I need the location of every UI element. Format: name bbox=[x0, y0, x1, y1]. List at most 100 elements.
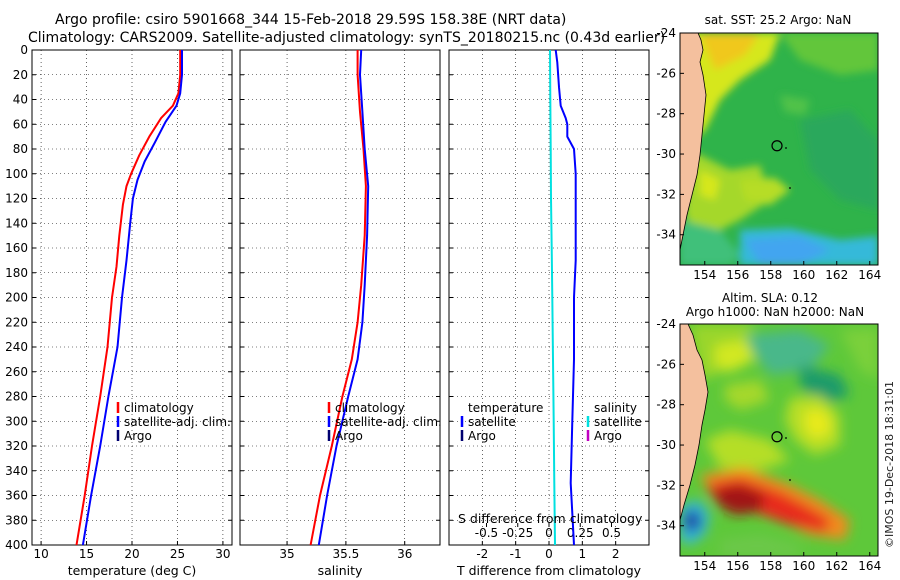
imos-watermark: ©IMOS 19-Dec-2018 18:31:01 bbox=[883, 381, 896, 548]
legend-label-climatology: climatology bbox=[124, 401, 194, 415]
lat-tick-label: -26 bbox=[656, 357, 676, 371]
lon-tick-label: 162 bbox=[825, 268, 848, 282]
x-tick-label: 30 bbox=[215, 547, 230, 561]
s-difference-label: S difference from climatology bbox=[458, 511, 643, 526]
series-line-salinity-satellite bbox=[549, 49, 556, 546]
sst-pattern bbox=[680, 33, 878, 265]
depth-tick-label: 200 bbox=[5, 291, 28, 305]
title-line-1: Argo profile: csiro 5901668_344 15-Feb-2… bbox=[55, 12, 566, 28]
sla-float-dot bbox=[789, 479, 791, 481]
x-tick-label: 35.5 bbox=[333, 547, 360, 561]
depth-tick-label: 280 bbox=[5, 390, 28, 404]
sla-pattern bbox=[680, 324, 878, 556]
sst-float-dot bbox=[785, 147, 787, 149]
legend-label-satellite-adj: satellite-adj. clim. bbox=[335, 415, 442, 429]
lon-tick-label: 160 bbox=[792, 268, 815, 282]
depth-tick-label: 300 bbox=[5, 414, 28, 428]
depth-tick-label: 240 bbox=[5, 340, 28, 354]
salinity-legend: climatology satellite-adj. clim. Argo bbox=[327, 401, 442, 443]
difference-grid bbox=[449, 49, 649, 546]
legend-label-argo-s: Argo bbox=[594, 429, 622, 443]
depth-tick-label: 120 bbox=[5, 192, 28, 206]
sla-map-frame bbox=[679, 323, 879, 557]
depth-tick-label: 40 bbox=[13, 93, 28, 107]
series-line-temperature-satellite bbox=[554, 49, 577, 546]
x-tick-label: 25 bbox=[170, 547, 185, 561]
series-line-climatology bbox=[309, 50, 367, 546]
lat-tick-label: -30 bbox=[656, 147, 676, 161]
depth-tick-label: 260 bbox=[5, 365, 28, 379]
sla-map-title-1: Altim. SLA: 0.12 bbox=[722, 291, 818, 305]
lon-tick-label: 156 bbox=[726, 268, 749, 282]
temperature-series bbox=[75, 50, 183, 546]
difference-xlabel: T difference from climatology bbox=[456, 563, 642, 578]
sla-map: Altim. SLA: 0.12 Argo h1000: NaN h2000: … bbox=[656, 291, 881, 573]
s-tick-label: 0.25 bbox=[567, 526, 594, 540]
legend-label-argo: Argo bbox=[335, 429, 363, 443]
lat-tick-label: -24 bbox=[656, 317, 676, 331]
legend-label-climatology: climatology bbox=[335, 401, 405, 415]
lat-tick-label: -30 bbox=[656, 438, 676, 452]
lat-tick-label: -24 bbox=[656, 26, 676, 40]
sla-map-title-2: Argo h1000: NaN h2000: NaN bbox=[686, 305, 864, 319]
depth-tick-label: 400 bbox=[5, 538, 28, 552]
depth-tick-label: 60 bbox=[13, 117, 28, 131]
temperature-difference-legend: temperature satellite Argo bbox=[460, 401, 543, 443]
x-tick-label: 1 bbox=[579, 547, 587, 561]
salinity-xlabel: salinity bbox=[318, 563, 363, 578]
lon-tick-label: 158 bbox=[759, 559, 782, 573]
lat-tick-label: -34 bbox=[656, 519, 676, 533]
temperature-panel: 0 20 40 60 80 100 120 140 160 180 200 220 240 260 280 3… bbox=[5, 43, 233, 578]
s-tick-label: 0.5 bbox=[602, 526, 621, 540]
s-tick-label: -0.25 bbox=[502, 526, 533, 540]
depth-tick-label: 220 bbox=[5, 315, 28, 329]
lat-tick-label: -32 bbox=[656, 478, 676, 492]
salinity-difference-legend: salinity satellite Argo bbox=[586, 401, 642, 443]
sst-float-dot bbox=[789, 187, 791, 189]
series-line-satellite-adj-clim- bbox=[317, 49, 370, 546]
legend-label-satellite-adj: satellite-adj. clim. bbox=[124, 415, 231, 429]
sst-profile-marker bbox=[771, 140, 783, 152]
series-line-satellite-adj-clim- bbox=[81, 50, 183, 546]
temperature-xlabel: temperature (deg C) bbox=[68, 563, 197, 578]
lon-tick-label: 154 bbox=[693, 559, 716, 573]
legend-label-satellite-s: satellite bbox=[594, 415, 642, 429]
depth-axis: 0 20 40 60 80 100 120 140 160 180 200 220 240 260 280 3… bbox=[5, 43, 28, 552]
x-tick-label: 10 bbox=[33, 547, 48, 561]
salinity-x-axis: 35 35.5 36 bbox=[279, 541, 412, 561]
depth-tick-label: 100 bbox=[5, 167, 28, 181]
lat-tick-label: -28 bbox=[656, 107, 676, 121]
title-line-2: Climatology: CARS2009. Satellite-adjuste… bbox=[28, 30, 665, 46]
s-tick-label: 0 bbox=[545, 526, 553, 540]
sst-coastline-land bbox=[680, 33, 707, 251]
lat-tick-label: -32 bbox=[656, 187, 676, 201]
legend-label-argo-t: Argo bbox=[468, 429, 496, 443]
sst-map-axes: 154 156 158 160 162 164 -24 -26 -28 -30 -32 -34 bbox=[656, 26, 881, 282]
legend-label-satellite-t: satellite bbox=[468, 415, 516, 429]
series-line-climatology bbox=[75, 50, 182, 546]
depth-tick-label: 80 bbox=[13, 142, 28, 156]
difference-x-axis: -2 -1 0 1 2 bbox=[476, 541, 619, 561]
salinity-axes-frame bbox=[239, 49, 441, 546]
depth-tick-label: 180 bbox=[5, 266, 28, 280]
x-tick-label: 20 bbox=[124, 547, 139, 561]
depth-tick-label: 360 bbox=[5, 489, 28, 503]
x-tick-label: 35 bbox=[279, 547, 294, 561]
lon-tick-label: 154 bbox=[693, 268, 716, 282]
lon-tick-label: 164 bbox=[858, 559, 881, 573]
x-tick-label: 0 bbox=[545, 547, 553, 561]
legend-label-argo: Argo bbox=[124, 429, 152, 443]
lon-tick-label: 162 bbox=[825, 559, 848, 573]
sla-coastline-land bbox=[680, 324, 709, 521]
difference-series bbox=[549, 49, 577, 546]
lat-tick-label: -34 bbox=[656, 228, 676, 242]
lon-tick-label: 156 bbox=[726, 559, 749, 573]
sla-map-field bbox=[680, 324, 878, 556]
salinity-series bbox=[309, 49, 370, 546]
lat-tick-label: -28 bbox=[656, 398, 676, 412]
lat-tick-label: -26 bbox=[656, 66, 676, 80]
sst-map-field bbox=[680, 33, 878, 265]
lon-tick-label: 164 bbox=[858, 268, 881, 282]
sla-profile-marker bbox=[771, 431, 783, 443]
x-tick-label: 2 bbox=[612, 547, 620, 561]
